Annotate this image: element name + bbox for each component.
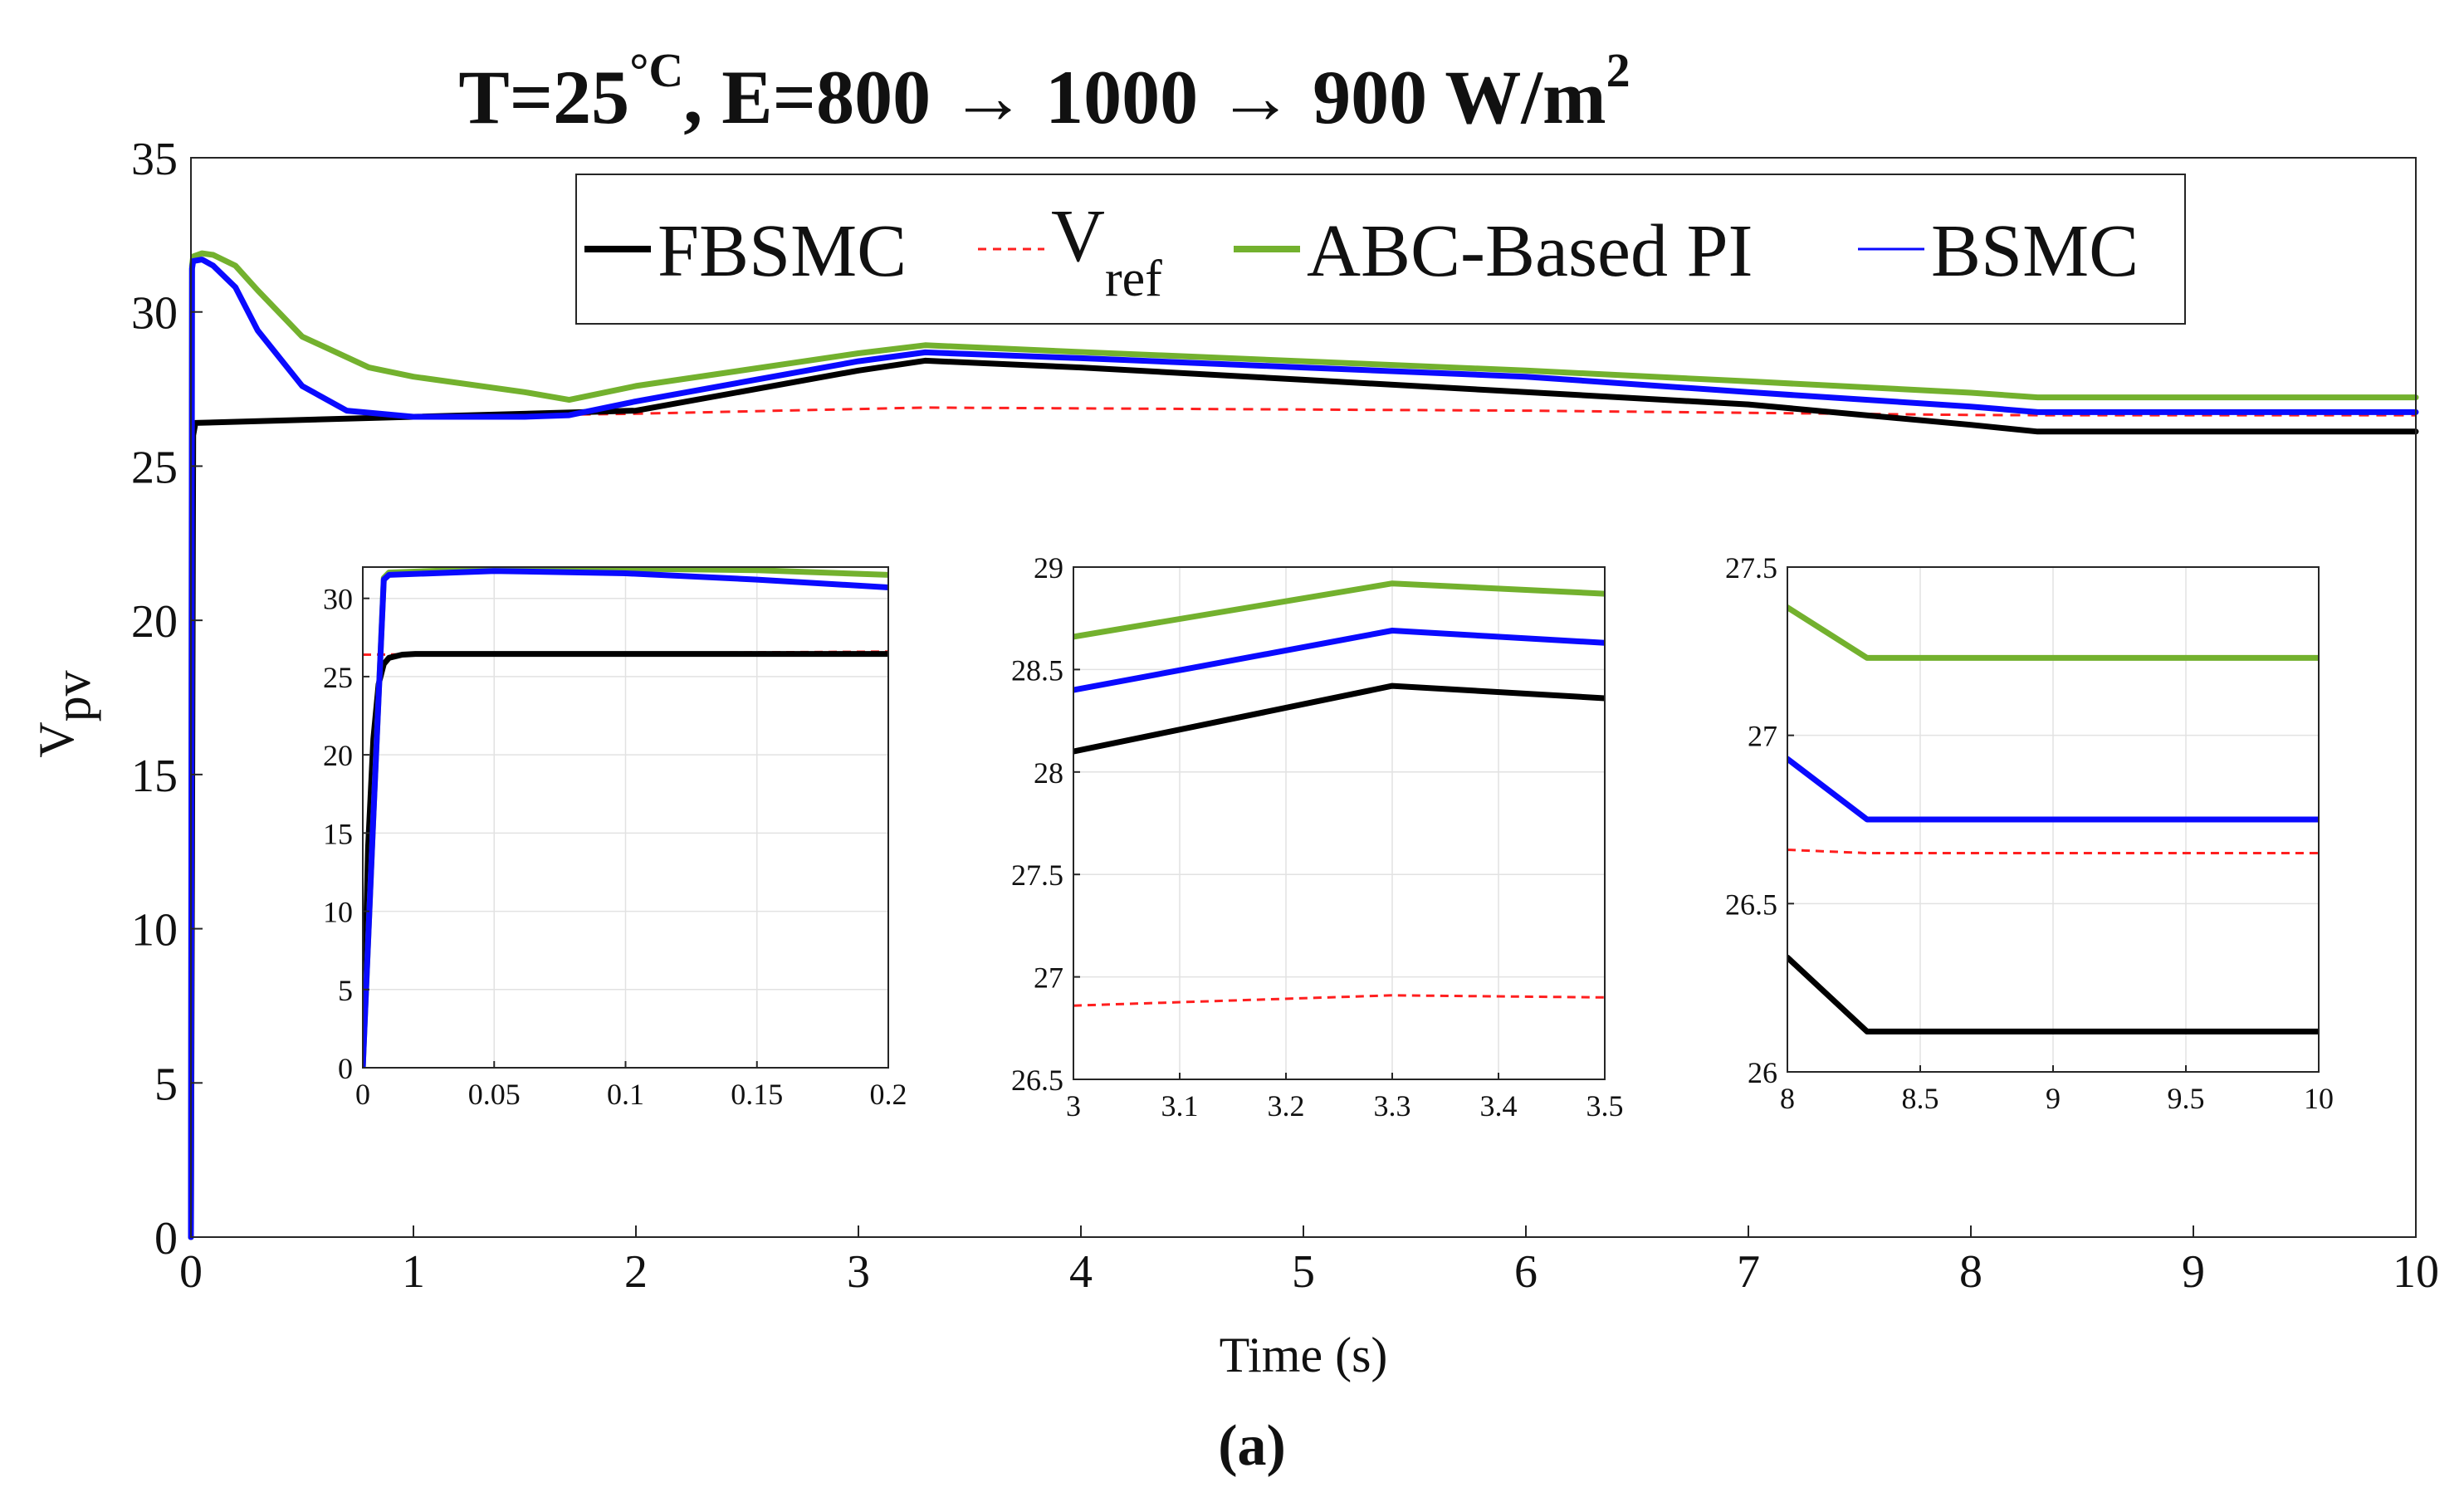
main-series-abc-based-pi <box>188 250 2419 1240</box>
main-y-tick-label: 30 <box>131 288 178 340</box>
inset-1-y-tick-label: 30 <box>323 583 353 616</box>
inset-1-series-bsmc <box>363 568 888 1068</box>
main-x-tick-label: 5 <box>1292 1246 1315 1298</box>
inset-2-background <box>1073 567 1605 1079</box>
inset-3-y-tick-label: 26 <box>1748 1056 1777 1089</box>
inset-2-frame <box>1073 566 1606 1080</box>
inset-3-series-group <box>1787 604 2319 1035</box>
main-y-tick-label: 5 <box>154 1059 178 1110</box>
main-y-tick-label: 20 <box>131 596 178 648</box>
inset-2-x-tick-label: 3 <box>1066 1089 1081 1123</box>
inset-3-x-tick-label: 9 <box>2046 1082 2061 1115</box>
inset-2-y-tick-label: 29 <box>1034 551 1063 585</box>
inset-1-x-tick-label: 0.2 <box>870 1078 907 1111</box>
inset-2-x-tick-label: 3.3 <box>1374 1089 1411 1123</box>
inset-1-series-fbsmc <box>363 651 888 1068</box>
main-x-tick-label: 9 <box>2182 1246 2205 1298</box>
inset-1-y-tick-label: 20 <box>323 739 353 772</box>
inset-2-series-abc-based-pi <box>1073 580 1605 640</box>
legend-label-fbsmc: FBSMC <box>658 210 907 292</box>
y-axis-label: Vpv <box>29 670 101 757</box>
main-x-tick-label: 1 <box>402 1246 425 1298</box>
inset-3-y-tick-label: 26.5 <box>1725 888 1777 921</box>
inset-2-ticks: 3 3.1 3.2 3.3 3.4 3.5 26.5 27 27.5 28 28.5 29 <box>1011 551 1624 1123</box>
main-y-tick-label: 10 <box>131 905 178 956</box>
main-series-vref <box>189 406 2416 1238</box>
inset-3-x-tick-label: 10 <box>2304 1082 2334 1115</box>
main-y-tick-label: 15 <box>131 751 178 802</box>
inset-2-y-tick-label: 28 <box>1034 756 1063 790</box>
inset-1-y-tick-label: 10 <box>323 896 353 929</box>
main-x-tick-label: 10 <box>2393 1246 2439 1298</box>
inset-1-x-tick-label: 0.15 <box>731 1078 783 1111</box>
main-series-group <box>188 250 2419 1240</box>
inset-3-series-fbsmc <box>1787 954 2319 1035</box>
main-x-tick-label: 7 <box>1737 1246 1760 1298</box>
inset-2-series-fbsmc <box>1073 682 1605 755</box>
inset-1-ticks: 0 0.05 0.1 0.15 0.2 0 5 10 15 20 25 30 <box>323 583 907 1111</box>
inset-3-ticks: 8 8.5 9 9.5 10 26 26.5 27 27.5 <box>1725 551 2334 1115</box>
inset-2-series-vref <box>1073 994 1605 1007</box>
inset-3-series-bsmc <box>1787 756 2319 823</box>
inset-3-y-tick-label: 27.5 <box>1725 551 1777 585</box>
main-x-tick-label: 3 <box>847 1246 870 1298</box>
x-axis-label: Time (s) <box>1220 1328 1388 1382</box>
main-x-tick-label: 0 <box>179 1246 203 1298</box>
inset-2-x-tick-label: 3.4 <box>1480 1089 1518 1123</box>
inset-1-y-tick-label: 25 <box>323 661 353 694</box>
main-x-tick-label: 8 <box>1959 1246 1982 1298</box>
figure-caption: (a) <box>1218 1414 1286 1478</box>
inset-3-x-tick-label: 8.5 <box>1902 1082 1939 1115</box>
inset-2-x-tick-label: 3.5 <box>1586 1089 1624 1123</box>
inset-1-y-tick-label: 0 <box>338 1052 353 1085</box>
main-x-tick-label: 4 <box>1069 1246 1093 1298</box>
inset-1-y-tick-label: 15 <box>323 817 353 850</box>
main-x-tick-label: 2 <box>624 1246 648 1298</box>
inset-1-x-tick-label: 0 <box>355 1078 370 1111</box>
inset-2-series-bsmc <box>1073 628 1605 693</box>
inset-plot-1: 0 0.05 0.1 0.15 0.2 0 5 10 15 20 25 30 <box>323 566 907 1111</box>
inset-2-x-tick-label: 3.2 <box>1268 1089 1305 1123</box>
inset-3-series-abc-based-pi <box>1787 604 2319 661</box>
inset-3-x-tick-label: 9.5 <box>2168 1082 2205 1115</box>
inset-plot-3: 8 8.5 9 9.5 10 26 26.5 27 27.5 <box>1725 551 2334 1115</box>
legend-label-abc-based-pi: ABC-Based PI <box>1307 210 1753 292</box>
main-series-fbsmc <box>188 357 2419 1240</box>
inset-2-y-tick-label: 26.5 <box>1011 1064 1063 1097</box>
main-y-tick-label: 25 <box>131 442 178 493</box>
main-y-tick-label: 0 <box>154 1213 178 1265</box>
inset-1-x-tick-label: 0.1 <box>607 1078 644 1111</box>
inset-3-x-tick-label: 8 <box>1780 1082 1795 1115</box>
inset-plot-2: 3 3.1 3.2 3.3 3.4 3.5 26.5 27 27.5 28 28.5 29 <box>1011 551 1624 1123</box>
inset-2-y-tick-label: 28.5 <box>1011 653 1063 687</box>
inset-3-y-tick-label: 27 <box>1748 720 1777 753</box>
inset-2-y-tick-label: 27.5 <box>1011 859 1063 892</box>
main-x-tick-label: 6 <box>1514 1246 1538 1298</box>
main-y-tick-label: 35 <box>131 134 178 185</box>
inset-2-y-tick-label: 27 <box>1034 961 1063 995</box>
legend-label-bsmc: BSMC <box>1931 210 2139 292</box>
main-series-bsmc <box>188 257 2419 1240</box>
inset-1-y-tick-label: 5 <box>338 974 353 1007</box>
legend-label-vref: Vref <box>1051 195 1162 307</box>
inset-2-x-tick-label: 3.1 <box>1161 1089 1199 1123</box>
inset-2-series-group <box>1073 580 1605 1007</box>
chart-title: T=25°C, E=800 → 1000 → 900 W/m2 <box>458 43 1630 139</box>
inset-1-x-tick-label: 0.05 <box>468 1078 521 1111</box>
legend: FBSMC Vref ABC-Based PI BSMC <box>575 174 2186 325</box>
inset-1-series-group <box>363 567 888 1068</box>
